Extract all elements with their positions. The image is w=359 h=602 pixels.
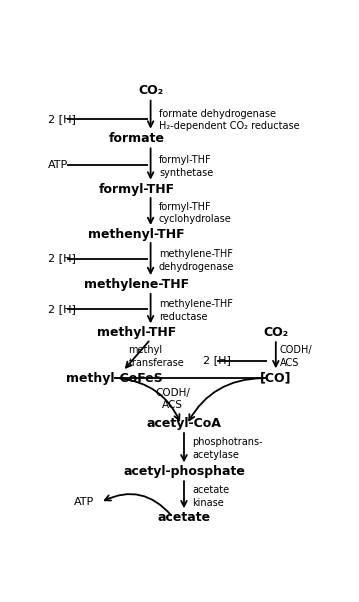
Text: ATP: ATP bbox=[48, 160, 68, 170]
Text: methyl
transferase: methyl transferase bbox=[129, 345, 184, 368]
Text: CO₂: CO₂ bbox=[263, 326, 288, 340]
Text: 2 [H]: 2 [H] bbox=[204, 356, 231, 365]
Text: methenyl-THF: methenyl-THF bbox=[88, 228, 185, 241]
Text: 2 [H]: 2 [H] bbox=[48, 114, 75, 123]
Text: CO₂: CO₂ bbox=[138, 84, 163, 98]
Text: acetyl-CoA: acetyl-CoA bbox=[146, 417, 222, 430]
Text: formyl-THF
synthetase: formyl-THF synthetase bbox=[159, 155, 213, 178]
Text: 2 [H]: 2 [H] bbox=[48, 303, 75, 314]
Text: acetate: acetate bbox=[158, 510, 210, 524]
Text: CODH/
ACS: CODH/ ACS bbox=[280, 345, 313, 368]
Text: methyl-THF: methyl-THF bbox=[97, 326, 176, 340]
Text: methylene-THF
dehydrogenase: methylene-THF dehydrogenase bbox=[159, 249, 234, 272]
Text: acetyl-phosphate: acetyl-phosphate bbox=[123, 465, 245, 479]
Text: methylene-THF
reductase: methylene-THF reductase bbox=[159, 299, 233, 321]
Text: formyl-THF
cyclohydrolase: formyl-THF cyclohydrolase bbox=[159, 202, 232, 225]
Text: CODH/
ACS: CODH/ ACS bbox=[155, 388, 190, 410]
Text: methylene-THF: methylene-THF bbox=[84, 278, 189, 291]
Text: ATP: ATP bbox=[74, 497, 94, 507]
Text: acetate
kinase: acetate kinase bbox=[192, 485, 229, 507]
Text: phosphotrans-
acetylase: phosphotrans- acetylase bbox=[192, 438, 263, 460]
Text: methyl-CoFeS: methyl-CoFeS bbox=[66, 371, 163, 385]
Text: formyl-THF: formyl-THF bbox=[99, 182, 175, 196]
Text: 2 [H]: 2 [H] bbox=[48, 253, 75, 264]
Text: formate dehydrogenase
H₂-dependent CO₂ reductase: formate dehydrogenase H₂-dependent CO₂ r… bbox=[159, 109, 299, 131]
Text: [CO]: [CO] bbox=[260, 371, 292, 385]
Text: formate: formate bbox=[109, 132, 165, 144]
